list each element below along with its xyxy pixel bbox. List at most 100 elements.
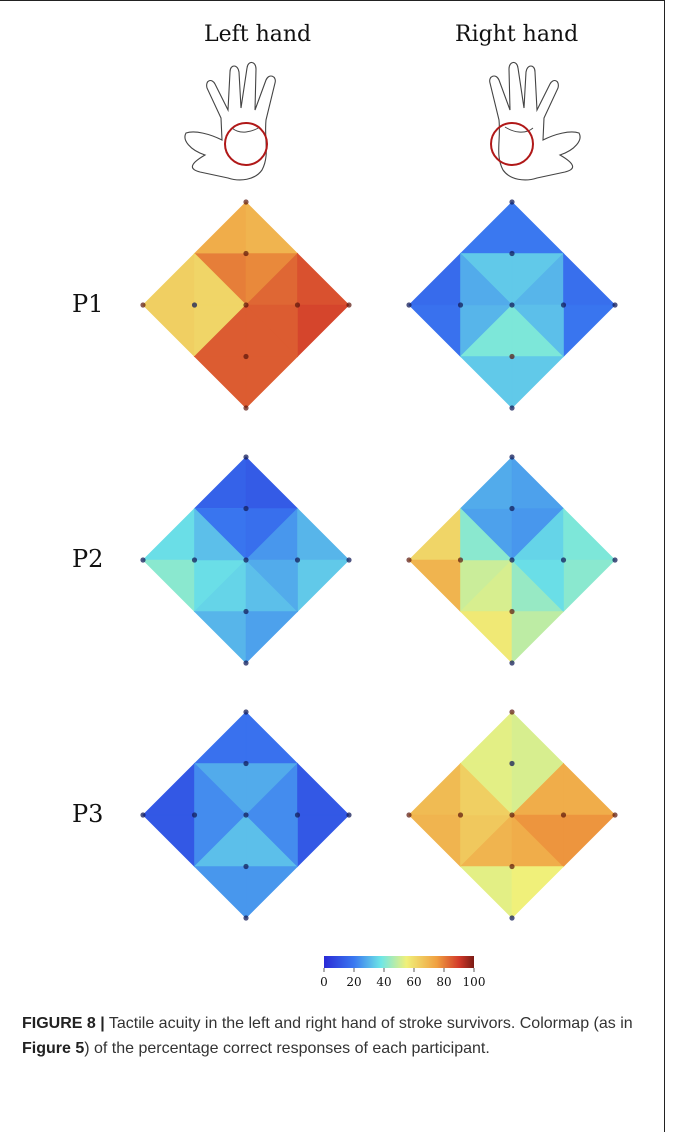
heatmap-cell <box>459 201 513 254</box>
heatmap-p3-left <box>140 709 352 921</box>
heatmap-p1-right <box>406 199 618 411</box>
sample-point <box>191 812 198 818</box>
sample-point <box>406 557 412 563</box>
sample-point <box>509 760 515 767</box>
heatmap-cell <box>142 814 195 868</box>
heatmap-cell <box>511 201 565 254</box>
heatmap-cell <box>245 814 298 868</box>
sample-point <box>140 302 146 308</box>
sample-point <box>294 812 301 818</box>
colorbar-tick-label: 60 <box>406 975 421 989</box>
heatmap-cell <box>245 866 299 919</box>
heatmap-cell <box>511 559 564 613</box>
sample-point <box>509 660 515 666</box>
heatmap-cell <box>142 762 195 816</box>
sample-point <box>243 250 249 257</box>
sample-point <box>243 760 249 767</box>
heatmap-cell <box>459 456 513 509</box>
heatmap-cell <box>142 559 195 613</box>
sample-point <box>509 302 515 308</box>
heatmap-cell <box>511 814 564 868</box>
heatmap-cell <box>459 866 513 919</box>
sample-point <box>243 454 249 460</box>
heatmap-cell <box>563 762 616 816</box>
heatmap-cell <box>460 762 513 816</box>
sample-point <box>509 454 515 460</box>
heatmap-cell <box>245 356 299 409</box>
sample-point <box>191 302 198 308</box>
sample-point <box>243 405 249 411</box>
heatmap-cell <box>194 762 247 816</box>
heatmap-p2-left <box>140 454 352 666</box>
right-hand-title: Right hand <box>455 22 579 47</box>
sample-point <box>509 199 515 205</box>
sample-point <box>243 863 249 870</box>
sample-point <box>560 812 567 818</box>
left-hand-icon <box>184 61 276 181</box>
sample-point <box>560 557 567 563</box>
sample-point <box>457 302 464 308</box>
row-label-p3: P3 <box>72 800 104 828</box>
figure-label: FIGURE 8 | <box>22 1015 105 1032</box>
heatmap-cell <box>297 304 350 358</box>
sample-point <box>243 557 249 563</box>
heatmap-cell <box>408 252 461 306</box>
colorbar-tick-label: 100 <box>463 975 486 989</box>
colorbar <box>324 956 474 968</box>
heatmap-cell <box>297 814 350 868</box>
heatmap-p3-right <box>406 709 618 921</box>
sample-point <box>560 302 567 308</box>
heatmap-cell <box>245 201 299 254</box>
heatmap-cell <box>297 762 350 816</box>
sample-point <box>509 557 515 563</box>
heatmap-cell <box>511 611 565 664</box>
heatmap-cell <box>511 456 565 509</box>
sample-point <box>509 353 515 360</box>
sample-point <box>509 505 515 512</box>
sample-point <box>243 608 249 615</box>
heatmap-cell <box>511 866 565 919</box>
sample-point <box>457 557 464 563</box>
sample-point <box>243 505 249 512</box>
colorbar-tick-label: 0 <box>320 975 328 989</box>
sample-point <box>509 250 515 257</box>
heatmap-cell <box>142 304 195 358</box>
heatmap-cell <box>459 611 513 664</box>
heatmap-cell <box>245 304 298 358</box>
heatmap-cell <box>460 252 513 306</box>
row-label-p1: P1 <box>72 290 104 318</box>
sample-point <box>509 863 515 870</box>
heatmap-p1-left <box>140 199 352 411</box>
sample-point <box>406 302 412 308</box>
sample-point <box>612 302 618 308</box>
heatmap-cell <box>408 304 461 358</box>
sample-point <box>294 302 301 308</box>
sample-point <box>243 302 249 308</box>
heatmap-p2-right <box>406 454 618 666</box>
heatmap-cell <box>245 711 299 764</box>
sample-point <box>346 812 352 818</box>
heatmap-cell <box>408 507 461 561</box>
sample-point <box>243 915 249 921</box>
sample-point <box>406 812 412 818</box>
right-palm-circle <box>490 122 534 166</box>
heatmap-cell <box>245 456 299 509</box>
sample-point <box>191 557 198 563</box>
row-label-p2: P2 <box>72 545 104 573</box>
colorbar-tick-label: 40 <box>376 975 391 989</box>
sample-point <box>509 812 515 818</box>
sample-point <box>509 709 515 715</box>
colorbar-tick-label: 80 <box>436 975 451 989</box>
heatmap-cell <box>297 559 350 613</box>
heatmap-cell <box>511 356 565 409</box>
sample-point <box>243 660 249 666</box>
heatmap-cell <box>459 711 513 764</box>
heatmap-cell <box>563 559 616 613</box>
heatmap-cell <box>563 814 616 868</box>
sample-point <box>509 915 515 921</box>
heatmap-cell <box>460 507 513 561</box>
heatmap-cell <box>297 507 350 561</box>
heatmap-cell <box>142 252 195 306</box>
caption-text-1: Tactile acuity in the left and right han… <box>104 1015 633 1032</box>
